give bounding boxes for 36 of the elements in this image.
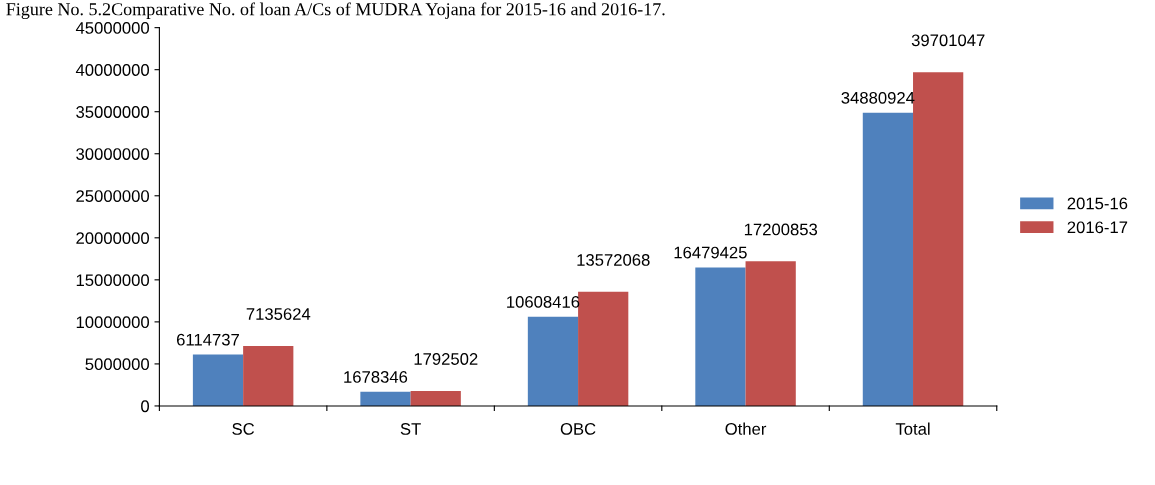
y-tick-label: 10000000	[76, 316, 150, 329]
y-tick-label: 30000000	[76, 148, 150, 160]
bar	[410, 390, 461, 406]
bar	[745, 261, 796, 406]
bar	[243, 345, 294, 406]
y-tick-label: 25000000	[76, 190, 150, 202]
x-tick-label: SC	[232, 423, 255, 435]
data-label: 13572068	[577, 254, 650, 266]
x-tick-label: ST	[400, 423, 421, 435]
y-tick-label: 20000000	[76, 232, 150, 245]
y-tick-label: 35000000	[76, 106, 150, 118]
bar	[527, 316, 579, 406]
legend-label: 2016-17	[1067, 221, 1128, 234]
x-tick-label: Total	[895, 422, 930, 435]
bar	[695, 267, 746, 406]
y-tick-label: 45000000	[75, 22, 150, 34]
data-label: 1678346	[344, 371, 408, 383]
bar	[360, 391, 411, 406]
x-tick-label: Other	[725, 422, 767, 435]
y-tick-label: 5000000	[85, 358, 150, 371]
data-label: 39701047	[911, 34, 985, 47]
bar	[578, 291, 629, 406]
data-label: 6114737	[176, 333, 239, 346]
legend-label: 2015-16	[1067, 197, 1128, 210]
bar	[862, 112, 914, 406]
x-tick-label: OBC	[560, 423, 596, 435]
y-tick-label: 40000000	[75, 64, 150, 76]
data-label: 1792502	[414, 353, 478, 365]
chart-title: Figure No. 5.2Comparative No. of loan A/Cs of MUDRA Yojana for 2015-16 and 2016-17.	[6, 2, 665, 20]
y-tick-label: 0	[141, 400, 150, 413]
data-label: 7135624	[246, 308, 311, 320]
bar	[192, 354, 244, 406]
data-label: 16479425	[674, 246, 747, 259]
bar	[913, 72, 964, 406]
y-tick-label: 15000000	[76, 274, 150, 287]
data-label: 17200853	[744, 223, 818, 236]
